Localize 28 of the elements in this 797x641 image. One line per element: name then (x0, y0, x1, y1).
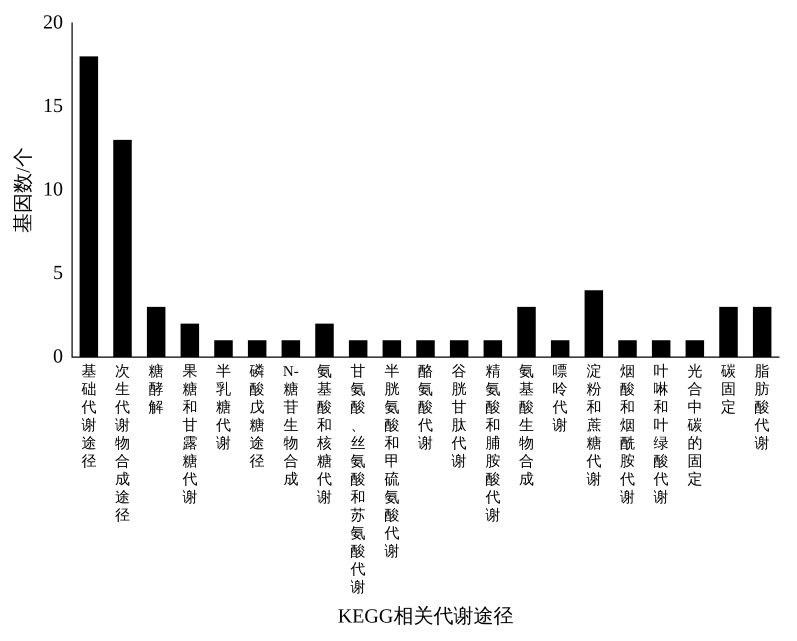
x-tick-label: 叶啉和叶绿酸代谢 (652, 362, 669, 506)
y-tick-label: 10 (43, 178, 63, 200)
y-axis-title: 基因数/个 (12, 147, 34, 233)
category-label: 精氨酸和脯胺酸代谢 (485, 364, 500, 524)
x-tick-label: 淀粉和蔗糖代谢 (585, 362, 602, 488)
x-tick-label: 烟酸和烟酰胺代谢 (619, 362, 635, 506)
x-tick-label: 氨基酸生物合成 (519, 364, 534, 488)
y-tick-label: 15 (43, 94, 63, 117)
x-tick-label: N-糖苷生物合成 (282, 364, 299, 488)
category-label: 甘氨酸、丝氨酸和苏氨酸代谢 (350, 364, 366, 596)
x-tick-label: 光合中碳的固定 (686, 362, 702, 488)
x-tick-label: 脂肪酸代谢 (754, 362, 770, 452)
x-tick-label: 嘌呤代谢 (552, 364, 568, 434)
category-label: 半胱氨酸和甲硫氨酸代谢 (384, 364, 400, 560)
category-label: 次生代谢物合成途径 (115, 364, 130, 524)
x-tick-label: 谷胱甘肽代谢 (450, 362, 467, 470)
x-axis-title: KEGG相关代谢途径 (338, 605, 514, 628)
x-tick-label: 酪氨酸代谢 (417, 362, 433, 452)
x-tick-label: 碳固定 (720, 362, 736, 416)
y-tick-label: 20 (43, 11, 63, 34)
x-tick-label: 糖酵解 (148, 362, 164, 416)
x-tick-label: 磷酸戊糖途径 (248, 362, 265, 470)
x-tick-label: 果糖和甘露糖代谢 (181, 364, 198, 506)
x-tick-label: 半乳糖代谢 (215, 362, 231, 452)
y-tick-label: 0 (53, 345, 63, 368)
x-tick-label: 基础代谢途径 (80, 362, 96, 470)
x-tick-label: 氨基酸和核糖代谢 (316, 364, 332, 506)
y-tick-label: 5 (53, 262, 63, 284)
